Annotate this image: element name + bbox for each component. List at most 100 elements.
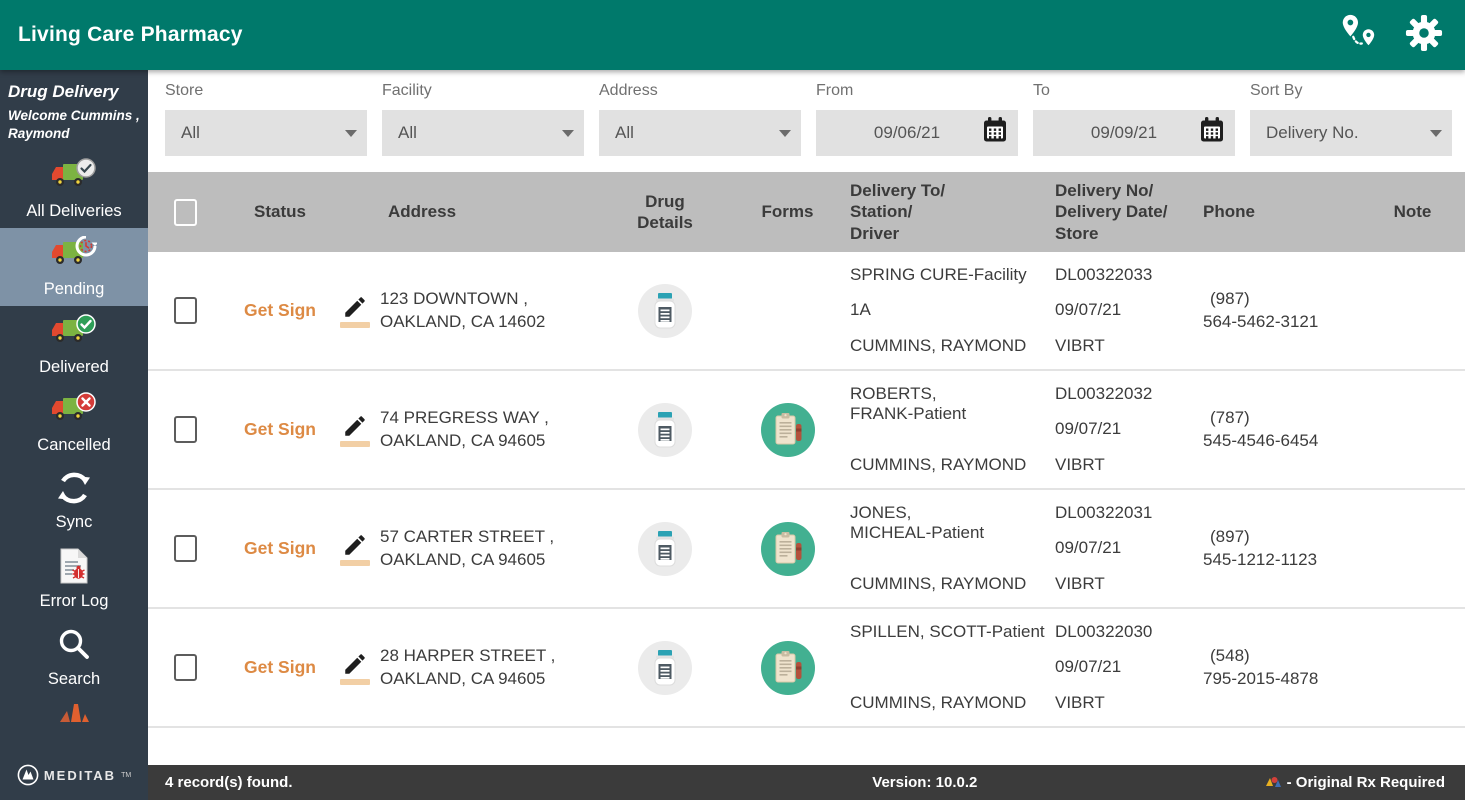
sidebar-item-label: All Deliveries [26, 201, 122, 220]
delivery-no-cell: DL00322030 09/07/21 VIBRT [1045, 609, 1195, 726]
address-line1: 74 PREGRESS WAY , [380, 407, 549, 427]
row-checkbox[interactable] [174, 416, 197, 443]
edit-icon[interactable] [340, 413, 370, 447]
from-date-input[interactable]: 09/06/21 [816, 110, 1018, 156]
meditab-logo-icon [17, 764, 39, 786]
phone-number: 545-4546-6454 [1203, 430, 1319, 450]
address-line1: 123 DOWNTOWN , [380, 288, 528, 308]
facility-select[interactable]: All [382, 110, 584, 156]
sidebar-item-all-deliveries[interactable]: All Deliveries [0, 150, 148, 228]
forms-icon[interactable] [760, 640, 815, 695]
calendar-icon [1199, 117, 1225, 149]
filter-label: Facility [382, 82, 432, 99]
address-cell: 28 HARPER STREET , OAKLAND, CA 94605 [380, 609, 600, 726]
table-body: Get Sign 123 DOWNTOWN , OAKLAND, CA 1460… [148, 252, 1465, 728]
edit-icon[interactable] [340, 294, 370, 328]
edit-underline [340, 321, 370, 328]
sidebar-item-label: Cancelled [37, 435, 111, 454]
column-header-phone: Phone [1203, 202, 1255, 222]
phone-area-code: (787) [1210, 408, 1250, 428]
filter-label: From [816, 82, 854, 99]
phone-number: 545-1212-1123 [1203, 549, 1318, 569]
get-sign-button[interactable]: Get Sign [244, 419, 316, 439]
get-sign-button[interactable]: Get Sign [244, 657, 316, 677]
delivery-no-text: DL00322032 [1055, 384, 1153, 403]
sidebar-item-label: Error Log [39, 591, 109, 610]
filter-bar: Store All Facility All [148, 70, 1465, 172]
column-header-forms: Forms [761, 202, 814, 222]
filter-address: Address All [599, 82, 801, 172]
sidebar-item-delivered[interactable]: Delivered [0, 306, 148, 384]
edit-underline [340, 440, 370, 447]
phone-cell: (548) 795-2015-4878 [1195, 609, 1360, 726]
row-checkbox[interactable] [174, 654, 197, 681]
settings-icon[interactable] [1405, 14, 1443, 57]
forms-icon[interactable] [760, 402, 815, 457]
truck-pending-icon [51, 235, 99, 277]
edit-icon[interactable] [340, 532, 370, 566]
delivery-no-text: DL00322033 [1055, 265, 1153, 284]
chevron-down-icon [779, 129, 791, 137]
row-checkbox[interactable] [174, 535, 197, 562]
address-select[interactable]: All [599, 110, 801, 156]
get-sign-button[interactable]: Get Sign [244, 300, 316, 320]
delivery-no-cell: DL00322032 09/07/21 VIBRT [1045, 371, 1195, 488]
to-date-input[interactable]: 09/09/21 [1033, 110, 1235, 156]
app-header: Living Care Pharmacy [0, 0, 1465, 70]
sidebar: Drug Delivery Welcome Cummins , Raymond … [0, 70, 148, 800]
store-text: VIBRT [1055, 573, 1105, 593]
chevron-down-icon [345, 129, 357, 137]
error-log-icon [59, 548, 89, 589]
select-all-checkbox[interactable] [174, 198, 197, 226]
phone-area-code: (548) [1210, 646, 1250, 666]
sort-by-select[interactable]: Delivery No. [1250, 110, 1452, 156]
truck-delivered-icon [51, 313, 97, 355]
forms-icon[interactable] [760, 521, 815, 576]
edit-icon[interactable] [340, 651, 370, 685]
delivery-no-cell: DL00322033 09/07/21 VIBRT [1045, 252, 1195, 369]
phone-cell: (987) 564-5462-3121 [1195, 252, 1360, 369]
meditab-logo: MEDITAB TM [0, 754, 148, 800]
drug-details-icon[interactable] [638, 283, 692, 338]
column-header-note: Note [1393, 202, 1432, 222]
table-row: Get Sign 28 HARPER STREET , OAKLAND, CA … [148, 609, 1465, 728]
filter-label: Sort By [1250, 82, 1303, 99]
sidebar-item-cancelled[interactable]: Cancelled [0, 384, 148, 462]
table-row: Get Sign 74 PREGRESS WAY , OAKLAND, CA 9… [148, 371, 1465, 490]
delivery-to-cell: ROBERTS, FRANK-Patient CUMMINS, RAYMOND [845, 371, 1045, 488]
sidebar-item-label: Search [47, 669, 101, 688]
records-found-text: 4 record(s) found. [165, 774, 293, 791]
store-text: VIBRT [1055, 692, 1105, 712]
delivery-no-text: DL00322030 [1055, 622, 1153, 641]
delivery-no-cell: DL00322031 09/07/21 VIBRT [1045, 490, 1195, 607]
note-cell [1360, 609, 1465, 726]
get-sign-button[interactable]: Get Sign [244, 538, 316, 558]
store-select[interactable]: All [165, 110, 367, 156]
address-cell: 123 DOWNTOWN , OAKLAND, CA 14602 [380, 252, 600, 369]
delivery-date-text: 09/07/21 [1055, 538, 1122, 558]
row-checkbox[interactable] [174, 297, 197, 324]
clipped-menu-icon[interactable] [0, 702, 148, 724]
address-line2: OAKLAND, CA 94605 [380, 549, 546, 569]
delivery-no-text: DL00322031 [1055, 503, 1153, 522]
delivery-date-text: 09/07/21 [1055, 657, 1122, 677]
column-header-delivery-to: Delivery To/ Station/ Driver [850, 181, 946, 243]
filter-from: From 09/06/21 [816, 82, 1018, 172]
drug-details-icon[interactable] [638, 521, 692, 576]
delivery-to-cell: SPILLEN, SCOTT-Patient CUMMINS, RAYMOND [845, 609, 1045, 726]
route-icon[interactable] [1337, 13, 1379, 58]
filter-label: Store [165, 82, 204, 99]
column-header-delivery-no: Delivery No/ Delivery Date/ Store [1055, 181, 1168, 243]
app-title: Living Care Pharmacy [18, 23, 243, 46]
driver-text: CUMMINS, RAYMOND [850, 573, 1027, 593]
sidebar-item-pending[interactable]: Pending [0, 228, 148, 307]
sidebar-item-sync[interactable]: Sync [0, 462, 148, 540]
drug-details-icon[interactable] [638, 640, 692, 695]
drug-details-icon[interactable] [638, 402, 692, 457]
sidebar-item-search[interactable]: Search [0, 618, 148, 696]
sidebar-item-error-log[interactable]: Error Log [0, 540, 148, 618]
delivery-to-text: SPILLEN, SCOTT-Patient [850, 622, 1045, 641]
edit-underline [340, 678, 370, 685]
search-icon [56, 626, 92, 667]
